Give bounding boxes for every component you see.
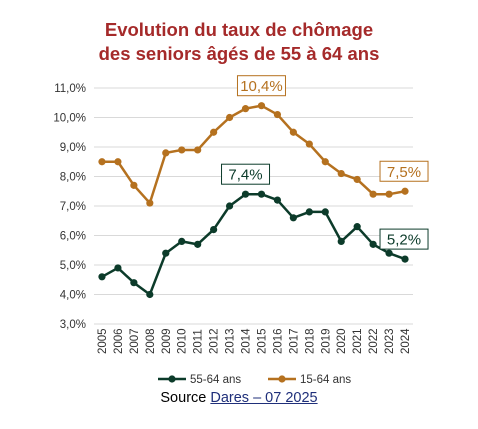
x-tick-label: 2015 <box>256 328 268 354</box>
data-point <box>210 226 218 234</box>
data-point <box>273 196 282 204</box>
data-point <box>114 264 122 272</box>
data-point <box>385 190 393 198</box>
data-point <box>146 199 154 207</box>
source-line: Source Dares – 07 2025 <box>0 390 478 406</box>
data-label-box <box>221 163 271 185</box>
data-point <box>98 273 106 281</box>
data-label: 7,5% <box>387 164 421 181</box>
data-point <box>178 237 186 245</box>
data-point <box>98 158 106 166</box>
data-point <box>257 190 266 198</box>
data-point <box>130 181 138 189</box>
data-point <box>353 223 361 231</box>
series-line-15-64 <box>101 104 406 205</box>
x-tick-label: 2024 <box>400 328 412 354</box>
data-point <box>178 146 186 154</box>
data-point <box>401 187 409 195</box>
series-line-55-64 <box>101 192 406 296</box>
x-tick-label: 2009 <box>161 328 173 354</box>
x-tick-label: 2017 <box>288 328 300 354</box>
data-point <box>321 158 329 166</box>
data-point <box>241 190 250 198</box>
data-point <box>210 128 218 136</box>
x-tick-label: 2020 <box>336 328 348 354</box>
line-chart: 3,0% 4,0% 5,0% 6,0% 7,0% 8,0% 9,0% 10,0% 11,0% 20… <box>53 75 429 386</box>
source-label: Source <box>160 390 207 406</box>
data-point <box>321 208 329 216</box>
y-tick-label: 11,0% <box>54 83 86 95</box>
data-point <box>401 255 409 263</box>
x-tick-label: 2007 <box>129 328 141 354</box>
data-point <box>225 202 234 210</box>
data-point <box>289 214 297 222</box>
data-point <box>353 175 361 184</box>
x-tick-label: 2012 <box>209 328 221 354</box>
data-point <box>162 149 170 157</box>
data-point <box>194 146 202 154</box>
data-point <box>385 249 393 257</box>
x-tick-label: 2005 <box>97 328 109 354</box>
data-label-box <box>379 160 429 182</box>
data-label-box <box>236 75 286 97</box>
data-point <box>305 208 313 216</box>
x-tick-label: 2011 <box>193 329 205 354</box>
chart-title-line-1: Evolution du taux de chômage <box>104 19 374 40</box>
legend-marker <box>168 375 176 383</box>
data-point <box>162 249 170 257</box>
data-point <box>273 110 282 119</box>
data-point <box>337 237 345 245</box>
x-tick-label: 2021 <box>352 328 364 354</box>
x-tick-label: 2016 <box>272 328 284 354</box>
legend-marker <box>278 375 286 383</box>
data-point <box>289 128 297 136</box>
chart-title: Evolution du taux de chômage des seniors… <box>0 18 478 66</box>
x-tick-label: 2008 <box>145 328 157 354</box>
x-tick-label: 2022 <box>368 328 380 354</box>
data-point <box>305 140 313 148</box>
x-tick-label: 2019 <box>320 328 332 354</box>
x-tick-label: 2006 <box>113 328 125 354</box>
x-tick-label: 2018 <box>304 328 316 354</box>
y-tick-label: 9,0% <box>60 142 86 154</box>
x-tick-label: 2014 <box>241 328 253 354</box>
legend-label: 55-64 ans <box>190 374 241 386</box>
data-point <box>369 240 377 248</box>
y-tick-label: 10,0% <box>53 113 86 125</box>
data-point <box>337 169 345 178</box>
chart-title-line-2: des seniors âgés de 55 à 64 ans <box>98 43 380 64</box>
data-point <box>114 158 122 166</box>
x-tick-label: 2023 <box>384 328 396 354</box>
x-tick-label: 2010 <box>177 328 189 354</box>
data-point <box>225 113 234 122</box>
y-tick-label: 3,0% <box>60 319 86 331</box>
data-label: 5,2% <box>387 232 421 249</box>
data-point <box>130 279 138 287</box>
y-tick-label: 7,0% <box>60 201 86 213</box>
data-label: 10,4% <box>240 78 283 95</box>
y-tick-label: 8,0% <box>60 172 86 184</box>
data-point <box>146 290 154 299</box>
y-tick-label: 6,0% <box>60 231 86 243</box>
data-point <box>369 190 377 198</box>
legend-label: 15-64 ans <box>300 374 351 386</box>
x-tick-label: 2013 <box>225 328 237 354</box>
data-point <box>257 102 266 110</box>
data-label-box <box>379 228 429 250</box>
y-tick-label: 5,0% <box>60 260 86 272</box>
data-label: 7,4% <box>228 167 262 184</box>
data-point <box>194 240 202 248</box>
data-point <box>241 105 250 113</box>
source-link[interactable]: Dares – 07 2025 <box>210 390 318 406</box>
y-tick-label: 4,0% <box>60 290 86 302</box>
